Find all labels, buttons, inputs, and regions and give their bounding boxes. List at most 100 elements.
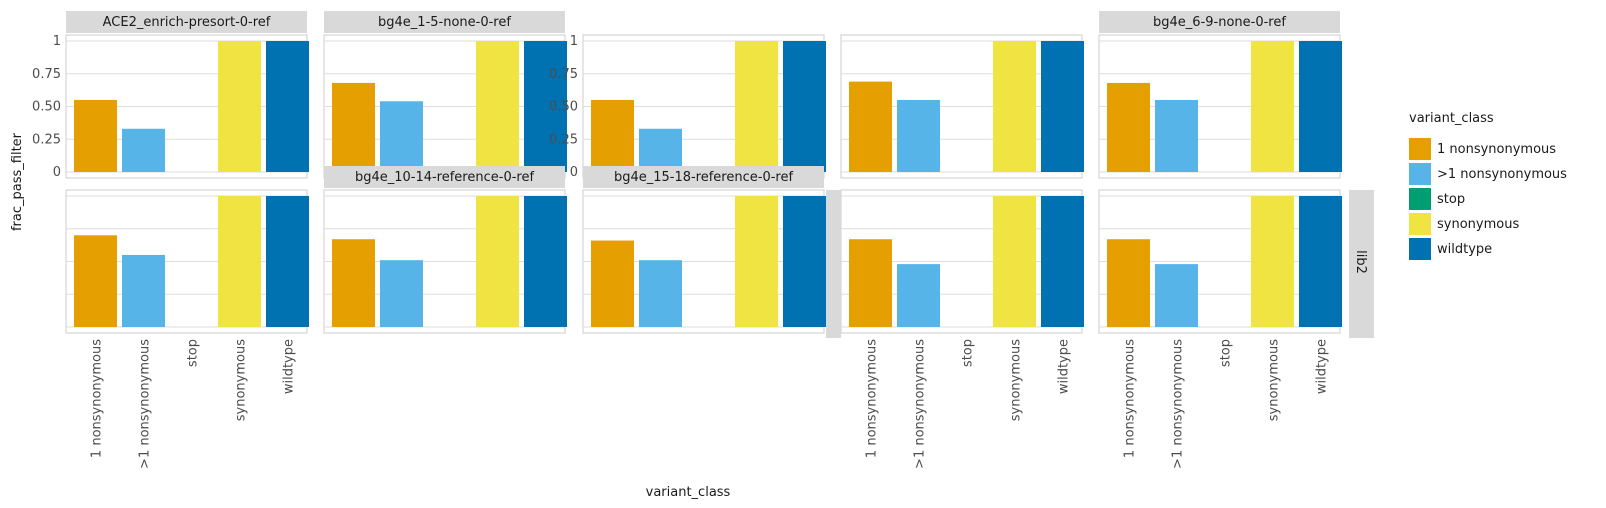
bar [1041,41,1084,172]
facet-panel: ACE2_enrich-presort-0-ref [65,11,309,179]
bar [476,41,519,172]
bar [993,41,1036,172]
bar [332,82,375,172]
x-tick-label: synonymous [1009,339,1024,421]
bar [735,196,778,327]
legend-swatch [1409,138,1431,160]
y-tick-label: 0.75 [549,67,578,82]
x-tick-label: 1 nonsynonymous [90,339,105,458]
bar [1155,99,1198,172]
bar [380,101,423,172]
y-axis-title: frac_pass_filter [10,132,25,231]
x-tick-label: stop [961,339,976,367]
bar [1041,196,1084,327]
bar [735,41,778,172]
y-tick-label: 0.25 [549,132,578,147]
bar [74,235,117,327]
legend-swatch [1409,188,1431,210]
facet-panel [1098,189,1342,334]
legend-item: wildtype [1409,238,1492,260]
row-strip [1349,190,1374,338]
row-strip-label: lib2 [1353,250,1368,274]
x-tick-label: synonymous [234,339,249,421]
bar [74,99,117,172]
facet-strip [1099,11,1340,33]
facet-title: bg4e_10-14-reference-0-ref [355,170,535,185]
x-axis-title: variant_class [646,485,731,500]
bar [1107,239,1150,327]
bar [639,260,682,327]
x-tick-label: wildtype [1057,339,1072,394]
facet-strip-gap [826,190,841,338]
legend-item: 1 nonsynonymous [1409,138,1556,160]
legend-swatch [1409,213,1431,235]
bar [218,41,261,172]
y-tick-label: 1 [570,34,578,49]
bar [332,239,375,327]
bar [591,240,634,327]
legend-item: synonymous [1409,213,1519,235]
x-tick-label: wildtype [1315,339,1330,394]
facet-strip [324,11,565,33]
y-tick-label: 0.50 [32,100,61,115]
facet-panel: bg4e_1-5-none-0-ref [323,11,567,179]
legend-item: >1 nonsynonymous [1409,163,1567,185]
bar [897,99,940,172]
x-tick-label: >1 nonsynonymous [138,339,153,469]
facet-panel [65,189,309,334]
facet-panel [582,34,826,179]
bar [849,81,892,172]
facet-title: bg4e_6-9-none-0-ref [1153,15,1286,30]
bar [993,196,1036,327]
legend-label: stop [1437,192,1465,207]
facet-panel [840,189,1084,334]
x-tick-label: stop [1219,339,1234,367]
facet-panel [840,34,1084,179]
bar [218,196,261,327]
x-tick-label: 1 nonsynonymous [1123,339,1138,458]
y-tick-label: 0 [53,165,61,180]
facet-strip [324,166,565,188]
facet-strip [66,11,307,33]
bar [639,128,682,172]
x-tick-label: synonymous [1267,339,1282,421]
legend-swatch [1409,238,1431,260]
y-tick-label: 0.75 [32,67,61,82]
legend-item: stop [1409,188,1465,210]
bar [1251,196,1294,327]
legend-label: synonymous [1437,217,1519,232]
bar [783,196,826,327]
bar [849,239,892,327]
bar [266,196,309,327]
bar [122,128,165,172]
x-tick-label: wildtype [282,339,297,394]
legend-label: 1 nonsynonymous [1437,142,1556,157]
bar [122,254,165,327]
x-tick-label: >1 nonsynonymous [913,339,928,469]
facet-strip [583,166,824,188]
y-tick-label: 0.25 [32,132,61,147]
facet-title: bg4e_1-5-none-0-ref [378,15,511,30]
bar [1251,41,1294,172]
x-tick-label: >1 nonsynonymous [1171,339,1186,469]
legend-label: >1 nonsynonymous [1437,167,1567,182]
bar [380,260,423,327]
bar [1107,82,1150,172]
facet-panel: bg4e_10-14-reference-0-ref [323,166,567,334]
legend-label: wildtype [1437,242,1492,257]
y-tick-label: 1 [53,34,61,49]
bar [1299,41,1342,172]
x-tick-label: 1 nonsynonymous [865,339,880,458]
bar [476,196,519,327]
bar [783,41,826,172]
facet-title: ACE2_enrich-presort-0-ref [103,15,271,30]
facet-panel: bg4e_15-18-reference-0-ref [582,166,826,334]
y-tick-label: 0 [570,165,578,180]
bar [266,41,309,172]
bar [591,99,634,172]
legend-swatch [1409,163,1431,185]
legend-title: variant_class [1409,111,1494,126]
bar [897,264,940,327]
facet-panel: bg4e_6-9-none-0-ref [1098,11,1342,179]
